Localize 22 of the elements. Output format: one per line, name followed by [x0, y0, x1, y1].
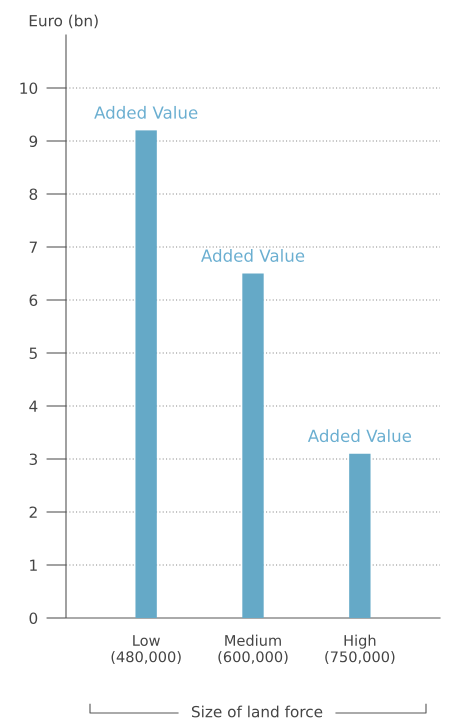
annotation: Added Value [201, 249, 304, 262]
annotation: Added Value [308, 429, 412, 442]
y-tick-label: 1 [30, 560, 37, 571]
y-axis-title: Euro (bn) [30, 14, 98, 28]
y-tick-label: 5 [30, 348, 37, 360]
y-tick-label: 2 [30, 506, 37, 518]
y-tick-label: 0 [30, 612, 38, 624]
y-tick-label: 10 [20, 82, 38, 94]
y-tick-label: 9 [29, 135, 38, 148]
bar [242, 274, 264, 618]
x-tick-label: Medium (600,000) [218, 634, 288, 664]
y-tick-label: 7 [30, 242, 37, 253]
y-tick-label: 8 [30, 188, 38, 200]
bar [349, 454, 371, 618]
y-tick-label: 3 [30, 453, 37, 466]
x-axis-title: Size of land force [192, 706, 322, 718]
bar [135, 130, 157, 618]
annotation: Added Value [94, 106, 198, 119]
y-tick-label: 6 [30, 294, 38, 306]
x-tick-label: Low (480,000) [112, 635, 181, 664]
x-tick-label: High (750,000) [325, 634, 394, 664]
y-tick-label: 4 [29, 400, 38, 412]
